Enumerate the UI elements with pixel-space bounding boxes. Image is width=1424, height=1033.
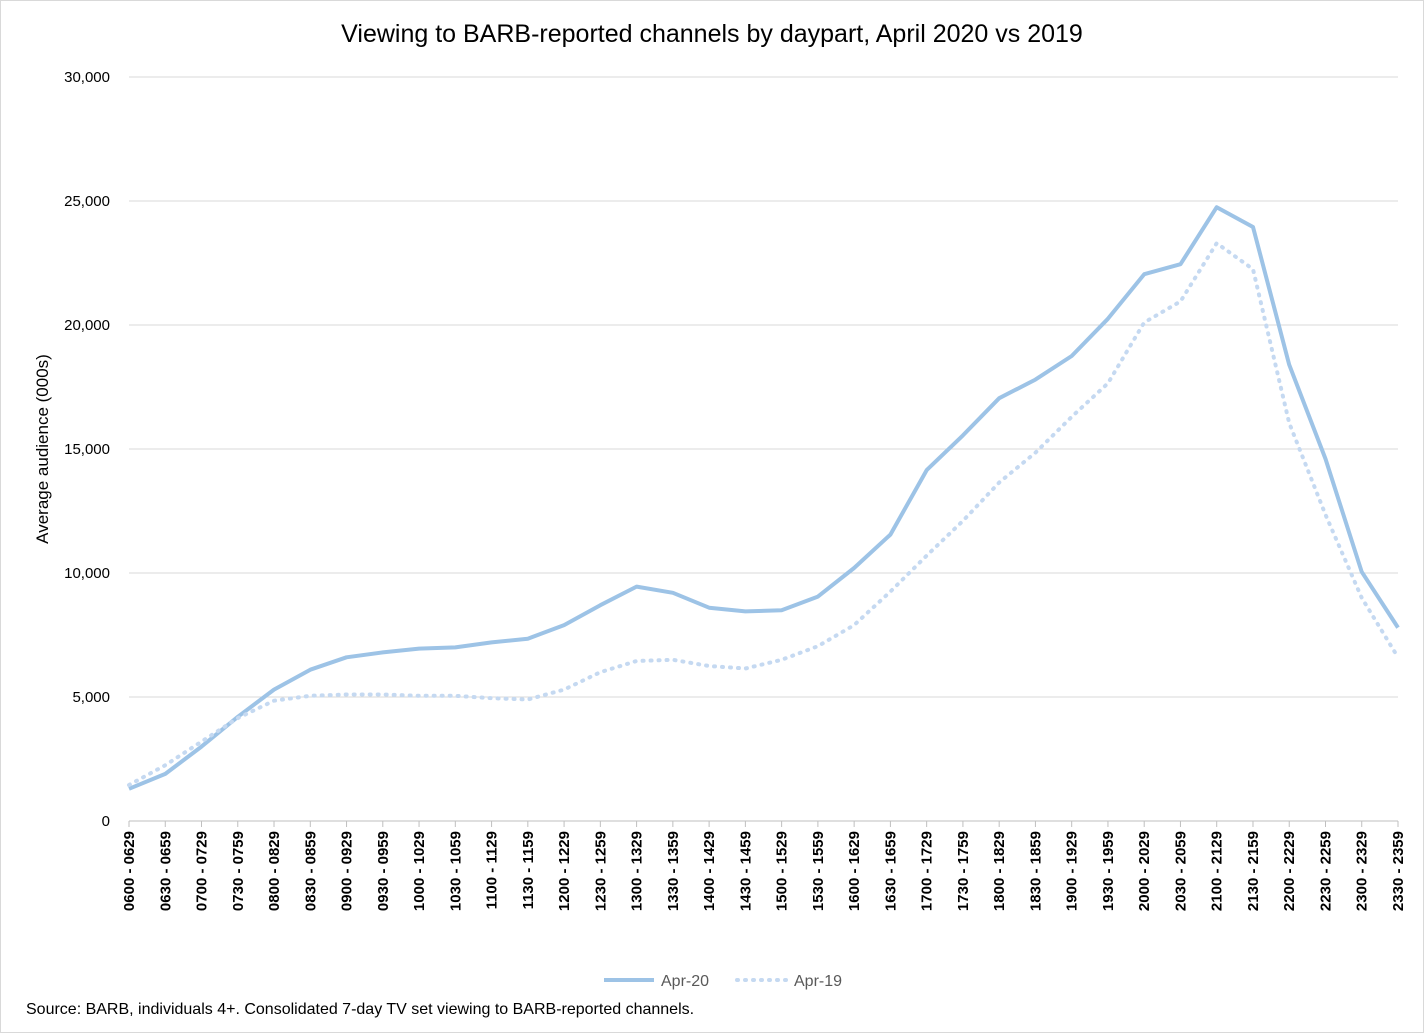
x-tick-label: 1100 - 1129 xyxy=(484,831,501,909)
x-tick-label: 2300 - 2329 xyxy=(1354,831,1371,911)
chart-title: Viewing to BARB-reported channels by day… xyxy=(341,20,1083,48)
x-tick-label: 1430 - 1459 xyxy=(737,831,754,911)
x-tick-label: 0700 - 0729 xyxy=(194,831,211,911)
x-tick-label: 0730 - 0759 xyxy=(230,831,247,911)
x-tick-label: 1130 - 1159 xyxy=(520,831,537,909)
x-tick-label: 0900 - 0929 xyxy=(339,831,356,911)
x-tick-label: 2230 - 2259 xyxy=(1317,831,1334,911)
x-tick-label: 1330 - 1359 xyxy=(665,831,682,911)
source-note: Source: BARB, individuals 4+. Consolidat… xyxy=(26,1001,695,1018)
x-tick-label: 1500 - 1529 xyxy=(774,831,791,911)
series-line-apr-19 xyxy=(127,241,1400,787)
x-tick-label: 0800 - 0829 xyxy=(266,831,283,911)
x-tick-label: 0600 - 0629 xyxy=(121,831,138,911)
y-axis-label: Average audience (000s) xyxy=(33,354,52,544)
series-line-apr-20 xyxy=(128,205,1400,791)
x-tick-label: 1400 - 1429 xyxy=(701,831,718,911)
x-tick-label: 0830 - 0859 xyxy=(302,831,319,911)
x-tick-label: 0630 - 0659 xyxy=(157,831,174,911)
x-axis-ticks: 0600 - 0629 0630 - 0659 0700 - 0729 0730 - … xyxy=(121,831,1407,911)
x-tick-label: 2030 - 2059 xyxy=(1172,831,1189,911)
x-tick-label: 1700 - 1729 xyxy=(919,831,936,911)
x-tick-label: 1230 - 1259 xyxy=(592,831,609,911)
y-tick-label: 25,000 xyxy=(64,193,110,210)
y-tick-label: 15,000 xyxy=(64,441,110,458)
y-axis-ticks: 0 5,000 10,000 15,000 20,000 25,000 30,000 xyxy=(64,69,110,830)
x-tick-label: 1600 - 1629 xyxy=(846,831,863,911)
legend-label: Apr-19 xyxy=(794,973,842,990)
y-tick-label: 20,000 xyxy=(64,317,110,334)
x-tick-label: 1300 - 1329 xyxy=(629,831,646,911)
x-tick-label: 0930 - 0959 xyxy=(375,831,392,911)
x-tick-label: 1030 - 1059 xyxy=(447,831,464,911)
y-tick-label: 30,000 xyxy=(64,69,110,86)
x-tick-label: 1930 - 1959 xyxy=(1100,831,1117,911)
x-tick-label: 2330 - 2359 xyxy=(1390,831,1407,911)
x-tick-label: 2200 - 2229 xyxy=(1281,831,1298,911)
x-tick-label: 1830 - 1859 xyxy=(1027,831,1044,911)
x-tick-label: 2130 - 2159 xyxy=(1245,831,1262,911)
x-tick-label: 1630 - 1659 xyxy=(882,831,899,911)
y-tick-label: 5,000 xyxy=(72,689,110,706)
x-tick-label: 1900 - 1929 xyxy=(1064,831,1081,911)
legend: Apr-20 Apr-19 xyxy=(604,973,842,990)
x-tick-label: 2100 - 2129 xyxy=(1209,831,1226,911)
x-tick-label: 1730 - 1759 xyxy=(955,831,972,911)
y-tick-label: 0 xyxy=(102,813,110,830)
legend-label: Apr-20 xyxy=(661,973,709,990)
x-tick-label: 1200 - 1229 xyxy=(556,831,573,911)
gridlines xyxy=(129,76,1398,698)
x-tick-label: 1530 - 1559 xyxy=(810,831,827,911)
x-tick-label: 1800 - 1829 xyxy=(991,831,1008,911)
x-axis xyxy=(128,820,1399,827)
x-tick-label: 1000 - 1029 xyxy=(411,831,428,911)
x-tick-label: 2000 - 2029 xyxy=(1136,831,1153,911)
y-tick-label: 10,000 xyxy=(64,565,110,582)
series-lines xyxy=(127,205,1400,791)
